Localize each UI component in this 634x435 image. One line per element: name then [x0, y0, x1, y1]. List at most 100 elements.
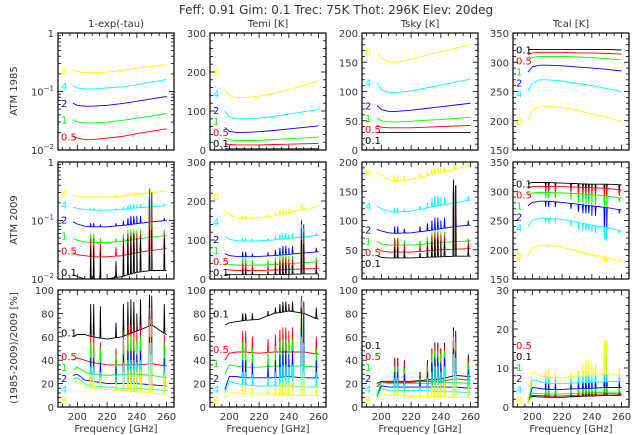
column-title-tcal: Tcal [K] [552, 19, 589, 30]
y-tick-label: 50 [345, 246, 358, 257]
series-label-8: 8 [365, 48, 371, 59]
series-label-8: 8 [213, 396, 219, 407]
y-tick-label: 200 [490, 117, 509, 128]
y-tick-label: 0 [200, 146, 206, 157]
series-line-1 [224, 224, 319, 266]
series-line-2 [72, 96, 167, 107]
series-label-0.5: 0.5 [61, 133, 77, 144]
y-tick-label: 80 [193, 309, 206, 320]
y-tick-label: 150 [490, 275, 509, 286]
row-label-atm2009: ATM 2009 [9, 195, 20, 244]
y-tick-label: 20 [193, 380, 206, 391]
y-tick-label: 1 [48, 158, 54, 169]
series-line-8 [224, 202, 319, 220]
series-line-2 [224, 125, 319, 133]
y-tick-label: 0 [352, 403, 358, 414]
y-tick-exponent: −1 [44, 214, 54, 222]
series-group [224, 202, 319, 276]
x-tick-label: 200 [372, 412, 391, 423]
series-line-2 [224, 220, 319, 258]
series-group [72, 63, 167, 141]
y-tick-label: 350 [490, 29, 509, 40]
y-tick-label: 60 [345, 333, 358, 344]
series-group [376, 162, 471, 259]
series-line-4 [224, 108, 319, 120]
y-tick-label: 0 [48, 403, 54, 414]
series-group [376, 327, 471, 401]
y-tick-label: 350 [490, 158, 509, 169]
x-tick-label: 200 [220, 412, 239, 423]
x-tick-label: 220 [402, 412, 421, 423]
series-line-0.5 [224, 142, 319, 146]
y-tick-label: 0 [503, 403, 509, 414]
series-label-8: 8 [213, 192, 219, 203]
series-group [527, 182, 622, 263]
series-label-0.1: 0.1 [516, 45, 532, 56]
series-label-2: 2 [516, 78, 522, 89]
x-tick-label: 240 [582, 412, 601, 423]
column-title-tsky: Tsky [K] [400, 19, 440, 30]
series-label-2: 2 [213, 106, 219, 117]
y-tick-label: 100 [187, 236, 206, 247]
series-label-4: 4 [516, 224, 522, 235]
series-line-4 [72, 79, 167, 90]
y-tick-label: 300 [187, 29, 206, 40]
series-label-0.1: 0.1 [365, 136, 381, 147]
series-label-1: 1 [365, 114, 371, 125]
series-label-8: 8 [213, 68, 219, 79]
series-line-8 [224, 366, 319, 398]
series-group [224, 80, 319, 150]
series-line-4 [376, 184, 471, 213]
x-axis-label-col1: Frequency [GHz] [74, 424, 157, 435]
panel-frame [209, 289, 327, 408]
series-label-1: 1 [213, 359, 219, 370]
series-label-1: 1 [516, 202, 522, 213]
panel-frame [209, 32, 327, 151]
x-axis-label-col3: Frequency [GHz] [378, 424, 461, 435]
series-line-4 [376, 78, 471, 94]
series-line-2 [527, 64, 622, 73]
series-label-1: 1 [213, 117, 219, 128]
column-title-opacity: 1-exp(-tau) [88, 19, 144, 30]
y-tick-label: 200 [339, 158, 358, 169]
y-tick-label: 60 [193, 333, 206, 344]
y-tick-label: 300 [490, 187, 509, 198]
x-tick-label: 220 [250, 412, 269, 423]
series-line-2 [376, 102, 471, 112]
panel-frame [57, 289, 175, 408]
series-group [72, 187, 167, 279]
y-tick-label: 200 [187, 197, 206, 208]
series-label-0.5: 0.5 [365, 248, 381, 259]
y-tick-label: 0 [352, 146, 358, 157]
panel-1-1: 8 4 210.50.1 0 100 200 300 [187, 158, 327, 286]
panel-0-1: 8 4 210.50.1 0 100 200 300 [187, 29, 327, 157]
series-line-0.1 [72, 294, 167, 340]
series-label-8: 8 [516, 396, 522, 407]
x-axis-label-col2: Frequency [GHz] [226, 424, 309, 435]
series-label-1: 1 [516, 67, 522, 78]
x-axis-label-col4: Frequency [GHz] [529, 424, 612, 435]
series-line-0.5 [72, 128, 167, 141]
y-tick-label: 100 [187, 107, 206, 118]
panel-0-0: 8 4 2 1 0.5 10−2 10−1 1 [31, 29, 175, 157]
y-tick-label: 100 [35, 286, 54, 297]
y-tick-label: 250 [490, 88, 509, 99]
x-tick-label: 240 [279, 412, 298, 423]
series-label-2: 2 [516, 213, 522, 224]
series-line-1 [376, 179, 471, 246]
series-label-1: 1 [516, 363, 522, 374]
series-line-1 [527, 191, 622, 216]
row-label-ratio: (1985-2009)/2009 [%] [9, 292, 20, 404]
series-label-2: 2 [213, 235, 219, 246]
x-tick-label: 220 [553, 412, 572, 423]
series-label-0.1: 0.1 [61, 268, 77, 279]
series-label-8: 8 [61, 66, 67, 77]
series-group [527, 340, 622, 404]
series-label-1: 1 [61, 363, 67, 374]
y-tick-label: 20 [41, 380, 54, 391]
series-line-8 [72, 63, 167, 74]
